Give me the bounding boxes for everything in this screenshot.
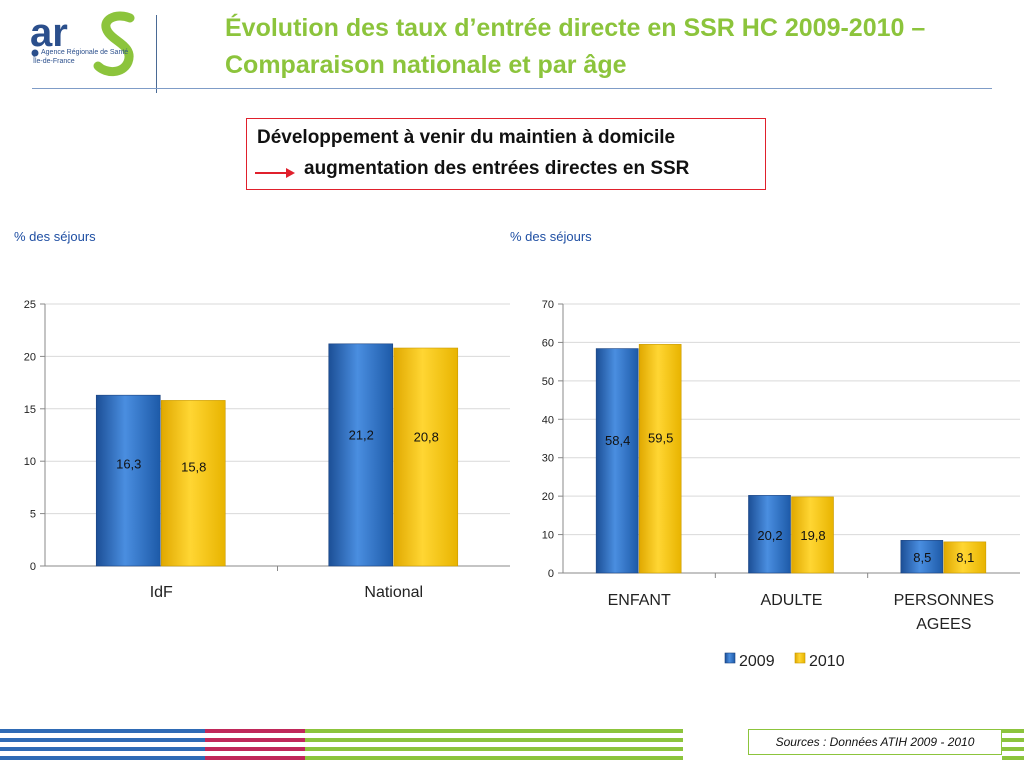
left-chart-ylabel: % des séjours [14,229,96,244]
data-label: 8,5 [913,550,931,565]
bar-2009 [95,394,161,567]
data-label: 20,2 [757,528,782,543]
bar-2009 [595,348,639,574]
red-arrow-icon [255,168,295,178]
bar-2010 [791,496,834,574]
bar-2009 [900,540,944,574]
data-label: 59,5 [648,431,673,446]
y-tick-label: 70 [542,299,554,311]
data-label: 8,1 [956,550,974,565]
slide-title: Évolution des taux d’entrée directe en S… [225,14,926,79]
legend-swatch-2009 [724,652,736,664]
logo-dot [31,49,39,57]
y-tick-label: 20 [24,351,36,363]
y-tick-label: 10 [24,456,36,468]
data-label: 15,8 [181,460,206,475]
bar-2009 [748,495,791,574]
category-label: AGEES [916,616,971,633]
logo-line2: Île-de-France [33,58,75,65]
data-label: 21,2 [349,427,374,442]
logo-wordmark: ar [30,11,68,55]
bar-2009 [328,343,394,567]
y-tick-label: 15 [24,404,36,416]
y-tick-label: 30 [542,453,554,465]
y-tick-label: 5 [30,509,36,521]
logo-s-shape [93,11,135,76]
bar-2010 [943,541,987,574]
callout-line2: augmentation des entrées directes en SSR [304,158,690,179]
legend-label-2009: 2009 [739,653,775,670]
data-label: 20,8 [414,430,439,445]
bar-2010 [160,400,226,567]
right-chart-ylabel: % des séjours [510,229,592,244]
y-tick-label: 10 [542,530,554,542]
data-label: 58,4 [605,433,630,448]
logo-divider [156,15,157,93]
ars-logo: ar Agence Régionale de Santé Île-de-Fran… [30,10,155,85]
callout-box: Développement à venir du maintien à domi… [246,118,766,190]
category-label: IdF [150,584,173,601]
y-tick-label: 25 [24,299,36,311]
footer-source: Sources : Données ATIH 2009 - 2010 [748,729,1002,755]
y-tick-label: 20 [542,491,554,503]
ars-logo-graphic: ar [30,11,135,76]
header-rule [32,88,992,89]
legend-swatch-2010 [794,652,806,664]
bar-2010 [393,347,459,567]
logo-line1: Agence Régionale de Santé [41,49,129,56]
category-label: ENFANT [608,592,671,609]
y-tick-label: 40 [542,414,554,426]
y-tick-label: 60 [542,337,554,349]
bar-2010 [638,344,682,574]
y-tick-label: 0 [30,561,36,573]
chart-by-age: 0 10 20 30 40 50 60 70 ENFANT 58,4 59,5 ADULTE 20,2 1… [542,299,1020,670]
category-label: PERSONNES [894,592,994,609]
legend-label-2010: 2010 [809,653,845,670]
chart-idf-national: 0 5 10 15 20 25 IdF 16,3 15,8 National 21,2 20,8 [24,299,510,601]
callout-line1: Développement à venir du maintien à domi… [257,127,676,148]
y-tick-label: 0 [548,568,554,580]
category-label: National [364,584,423,601]
y-tick-label: 50 [542,376,554,388]
data-label: 16,3 [116,457,141,472]
footer-stripes [0,729,1024,760]
data-label: 19,8 [800,528,825,543]
category-label: ADULTE [761,592,823,609]
